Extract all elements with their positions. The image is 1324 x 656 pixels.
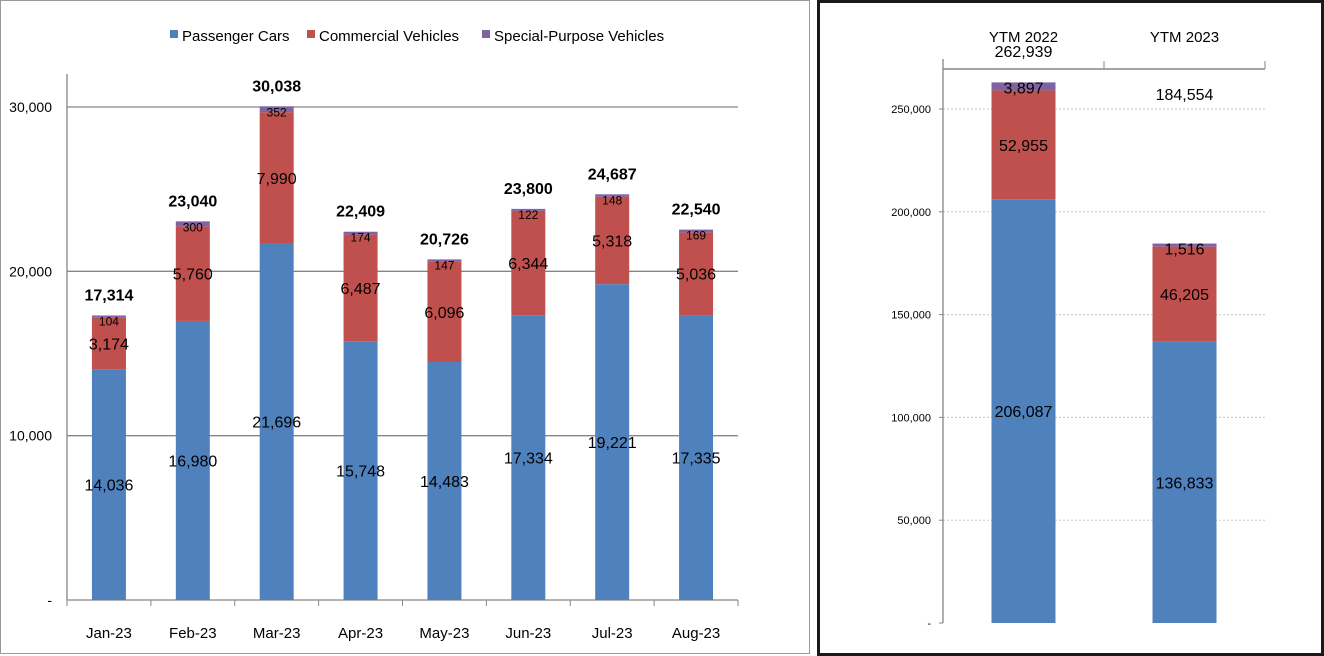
data-label: 206,087 (995, 404, 1053, 421)
data-label: 104 (99, 314, 119, 328)
y-tick-label: 50,000 (897, 515, 931, 527)
data-label: 5,760 (173, 267, 213, 284)
data-label: 352 (267, 105, 287, 119)
bar-segment-special-purpose-vehicles (991, 82, 1056, 91)
data-label: 17,334 (504, 451, 553, 468)
data-label: 147 (434, 258, 454, 272)
bar-segment-passenger-cars (91, 369, 126, 600)
data-label: 3,174 (89, 336, 129, 353)
data-label: 7,990 (257, 171, 297, 188)
bar-segment-passenger-cars (343, 341, 378, 600)
data-label: 5,036 (676, 267, 716, 284)
bar-segment-special-purpose-vehicles (511, 208, 546, 211)
bar-segment-special-purpose-vehicles (91, 315, 126, 318)
total-label: 24,687 (588, 166, 637, 183)
data-label: 52,955 (999, 138, 1048, 155)
bar-segment-special-purpose-vehicles (343, 231, 378, 235)
total-label: 20,726 (420, 231, 469, 248)
bar-segment-passenger-cars (427, 361, 462, 600)
data-label: 174 (351, 231, 371, 245)
y-tick-label: 200,000 (891, 207, 931, 219)
bar-segment-passenger-cars (679, 315, 714, 600)
bar-segment-commercial-vehicles (343, 234, 378, 342)
x-tick-label: Feb-23 (169, 625, 217, 642)
total-label: 22,409 (336, 204, 385, 221)
bar-segment-commercial-vehicles (259, 112, 294, 244)
total-label: 262,939 (995, 44, 1053, 61)
y-tick-label: 20,000 (9, 263, 52, 279)
data-label: 300 (183, 220, 203, 234)
bar-segment-special-purpose-vehicles (175, 221, 210, 227)
data-label: 17,335 (672, 451, 721, 468)
data-label: 3,897 (1003, 80, 1043, 97)
bar-segment-special-purpose-vehicles (679, 229, 714, 233)
total-label: 23,040 (168, 193, 217, 210)
x-tick-label: YTM 2023 (1150, 29, 1219, 46)
y-tick-label: 100,000 (891, 412, 931, 424)
data-label: 14,036 (84, 478, 133, 495)
bar-segment-passenger-cars (595, 284, 630, 600)
data-label: 6,487 (341, 281, 381, 298)
x-tick-label: YTM 2022 (989, 29, 1058, 46)
total-label: 22,540 (672, 202, 721, 219)
data-label: 15,748 (336, 464, 385, 481)
bar-segment-special-purpose-vehicles (259, 106, 294, 113)
bar-segment-commercial-vehicles (1152, 246, 1217, 342)
x-tick-label: Aug-23 (672, 625, 720, 642)
data-label: 5,318 (592, 233, 632, 250)
bar-segment-passenger-cars (511, 315, 546, 600)
y-tick-label: 250,000 (891, 104, 931, 116)
y-tick-label: 30,000 (9, 99, 52, 115)
bar-segment-passenger-cars (991, 199, 1056, 623)
data-label: 19,221 (588, 435, 637, 452)
bar-segment-special-purpose-vehicles (1152, 243, 1217, 247)
total-label: 23,800 (504, 181, 553, 198)
legend-label: Commercial Vehicles (319, 28, 459, 45)
legend-label: Passenger Cars (182, 28, 290, 45)
bar-segment-special-purpose-vehicles (427, 259, 462, 262)
data-label: 16,980 (168, 453, 217, 470)
legend-swatch (307, 30, 315, 38)
bar-segment-special-purpose-vehicles (595, 194, 630, 197)
y-tick-label: 10,000 (9, 428, 52, 444)
legend-swatch (482, 30, 490, 38)
x-tick-label: Jan-23 (86, 625, 132, 642)
data-label: 122 (518, 208, 538, 222)
bar-segment-commercial-vehicles (511, 210, 546, 316)
ytm-chart-panel (817, 0, 1324, 656)
total-label: 184,554 (1156, 87, 1214, 104)
data-label: 169 (686, 229, 706, 243)
x-tick-label: Mar-23 (253, 625, 301, 642)
bar-segment-commercial-vehicles (427, 261, 462, 362)
x-tick-label: Jul-23 (592, 625, 633, 642)
y-tick-label: 150,000 (891, 310, 931, 322)
legend-label: Special-Purpose Vehicles (494, 28, 664, 45)
bar-segment-commercial-vehicles (595, 196, 630, 285)
monthly-chart-panel (0, 0, 810, 654)
x-tick-label: May-23 (419, 625, 469, 642)
data-label: 148 (602, 193, 622, 207)
x-tick-label: Jun-23 (505, 625, 551, 642)
x-tick-label: Apr-23 (338, 625, 383, 642)
data-label: 14,483 (420, 474, 469, 491)
bar-segment-commercial-vehicles (91, 317, 126, 370)
bar-segment-commercial-vehicles (175, 226, 210, 321)
total-label: 30,038 (252, 78, 301, 95)
data-label: 1,516 (1164, 242, 1204, 259)
total-label: 17,314 (84, 287, 133, 304)
data-label: 136,833 (1156, 475, 1214, 492)
data-label: 46,205 (1160, 287, 1209, 304)
data-label: 6,344 (508, 256, 548, 273)
data-label: 6,096 (424, 305, 464, 322)
bar-segment-commercial-vehicles (991, 90, 1056, 200)
bar-segment-commercial-vehicles (679, 232, 714, 316)
bar-segment-passenger-cars (259, 243, 294, 600)
y-tick-label: - (927, 618, 931, 630)
y-tick-label: - (47, 592, 52, 608)
bar-segment-passenger-cars (175, 320, 210, 600)
data-label: 21,696 (252, 415, 301, 432)
legend-swatch (170, 30, 178, 38)
bar-segment-passenger-cars (1152, 341, 1217, 623)
